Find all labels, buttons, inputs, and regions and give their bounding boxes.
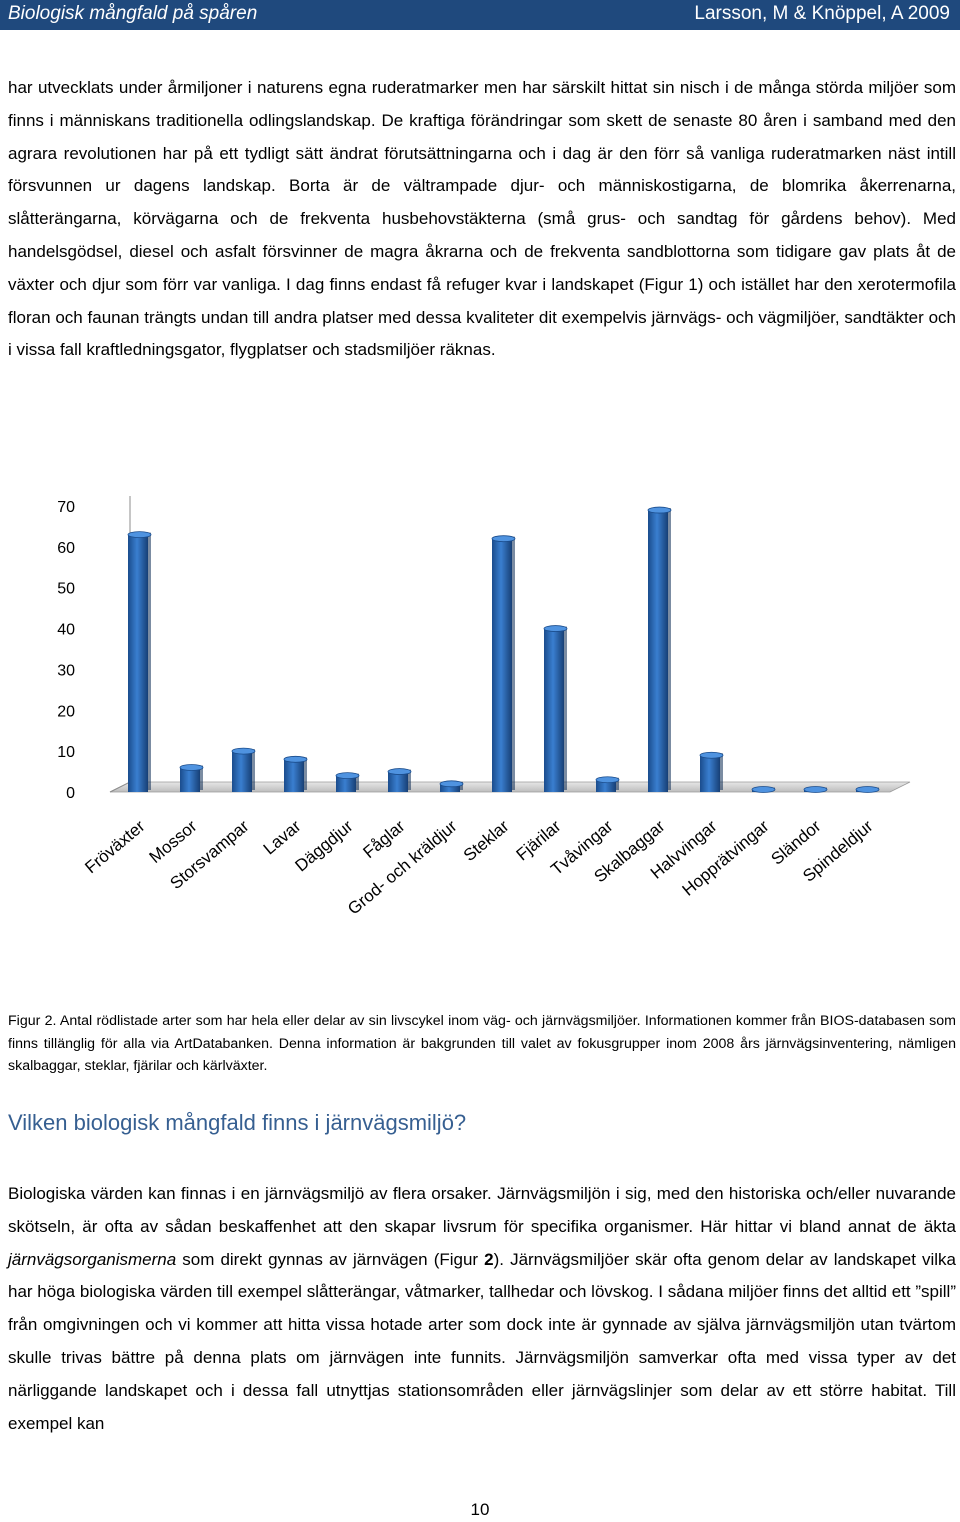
- body-paragraph-2: Biologiska värden kan finnas i en järnvä…: [8, 1178, 956, 1440]
- bar: [283, 755, 308, 792]
- figure-reference: 2: [484, 1249, 494, 1269]
- bar-top: [855, 786, 880, 793]
- bar: [231, 747, 256, 792]
- axis-corner-line: [109, 781, 131, 793]
- bar-body: [440, 783, 460, 792]
- bar: [387, 768, 412, 792]
- bar: [595, 776, 620, 792]
- bar-top: [543, 625, 568, 632]
- bar-body: [492, 538, 512, 792]
- bar-body: [388, 771, 408, 792]
- bar-top: [491, 535, 516, 543]
- bar: [751, 786, 776, 793]
- bar-body: [232, 751, 252, 792]
- x-category-label: Däggdjur: [292, 816, 357, 875]
- x-category-label: Lavar: [260, 816, 305, 858]
- page-header: Biologisk mångfald på spåren Larsson, M …: [0, 0, 960, 30]
- bar-body: [180, 767, 200, 792]
- bar-top: [283, 755, 308, 763]
- bar: [647, 506, 672, 792]
- section-heading: Vilken biologisk mångfald finns i järnvä…: [8, 1110, 467, 1135]
- y-tick-label: 0: [66, 785, 75, 802]
- bar-chart: 010203040506070FröväxterMossorStorsvampa…: [57, 496, 911, 919]
- bar-top: [803, 786, 828, 793]
- bar-top: [751, 786, 776, 793]
- bar-top: [699, 751, 724, 759]
- chart-back-wall: [130, 496, 910, 782]
- paragraph-text: som direkt gynnas av järnvägen (Figur: [176, 1249, 485, 1269]
- bar: [439, 780, 464, 792]
- bar-body: [128, 534, 148, 792]
- y-tick-label: 20: [57, 703, 75, 720]
- bar: [855, 786, 880, 793]
- x-category-label: Fröväxter: [81, 816, 148, 877]
- y-tick-label: 60: [57, 540, 75, 557]
- y-tick-label: 50: [57, 581, 75, 598]
- bar-body: [336, 775, 356, 792]
- bar: [803, 786, 828, 793]
- bar-body: [700, 755, 720, 792]
- bar: [335, 772, 360, 792]
- y-tick-label: 40: [57, 622, 75, 639]
- bar-top: [231, 747, 256, 755]
- bar: [127, 531, 152, 792]
- paragraph-text: ). Järnvägsmiljöer skär ofta genom delar…: [8, 1249, 956, 1433]
- bar-top: [179, 764, 204, 771]
- bar: [543, 625, 568, 792]
- emphasis-text: järnvägsorganismerna: [8, 1249, 177, 1269]
- document-authors: Larsson, M & Knöppel, A 2009: [694, 3, 950, 24]
- bar: [699, 751, 724, 792]
- page-number: 10: [470, 1500, 490, 1519]
- document-title: Biologisk mångfald på spåren: [8, 3, 258, 24]
- bar-top: [127, 531, 152, 538]
- y-tick-label: 30: [57, 662, 75, 679]
- y-tick-label: 10: [57, 744, 75, 761]
- y-tick-label: 70: [57, 499, 75, 516]
- bar: [491, 535, 516, 792]
- bar-top: [439, 780, 464, 788]
- bar-body: [544, 628, 564, 792]
- bar-body: [648, 510, 668, 792]
- paragraph-text: Biologiska värden kan finnas i en järnvä…: [8, 1184, 956, 1236]
- figure-caption: Figur 2. Antal rödlistade arter som har …: [8, 1013, 956, 1074]
- bar-top: [595, 776, 620, 784]
- body-paragraph-1: har utvecklats under årmiljoner i nature…: [8, 78, 956, 360]
- x-category-label: Steklar: [460, 816, 513, 865]
- bar-top: [387, 768, 412, 775]
- bar-body: [284, 759, 304, 792]
- bar: [179, 764, 204, 792]
- bar-top: [335, 772, 360, 780]
- bar-top: [647, 506, 672, 514]
